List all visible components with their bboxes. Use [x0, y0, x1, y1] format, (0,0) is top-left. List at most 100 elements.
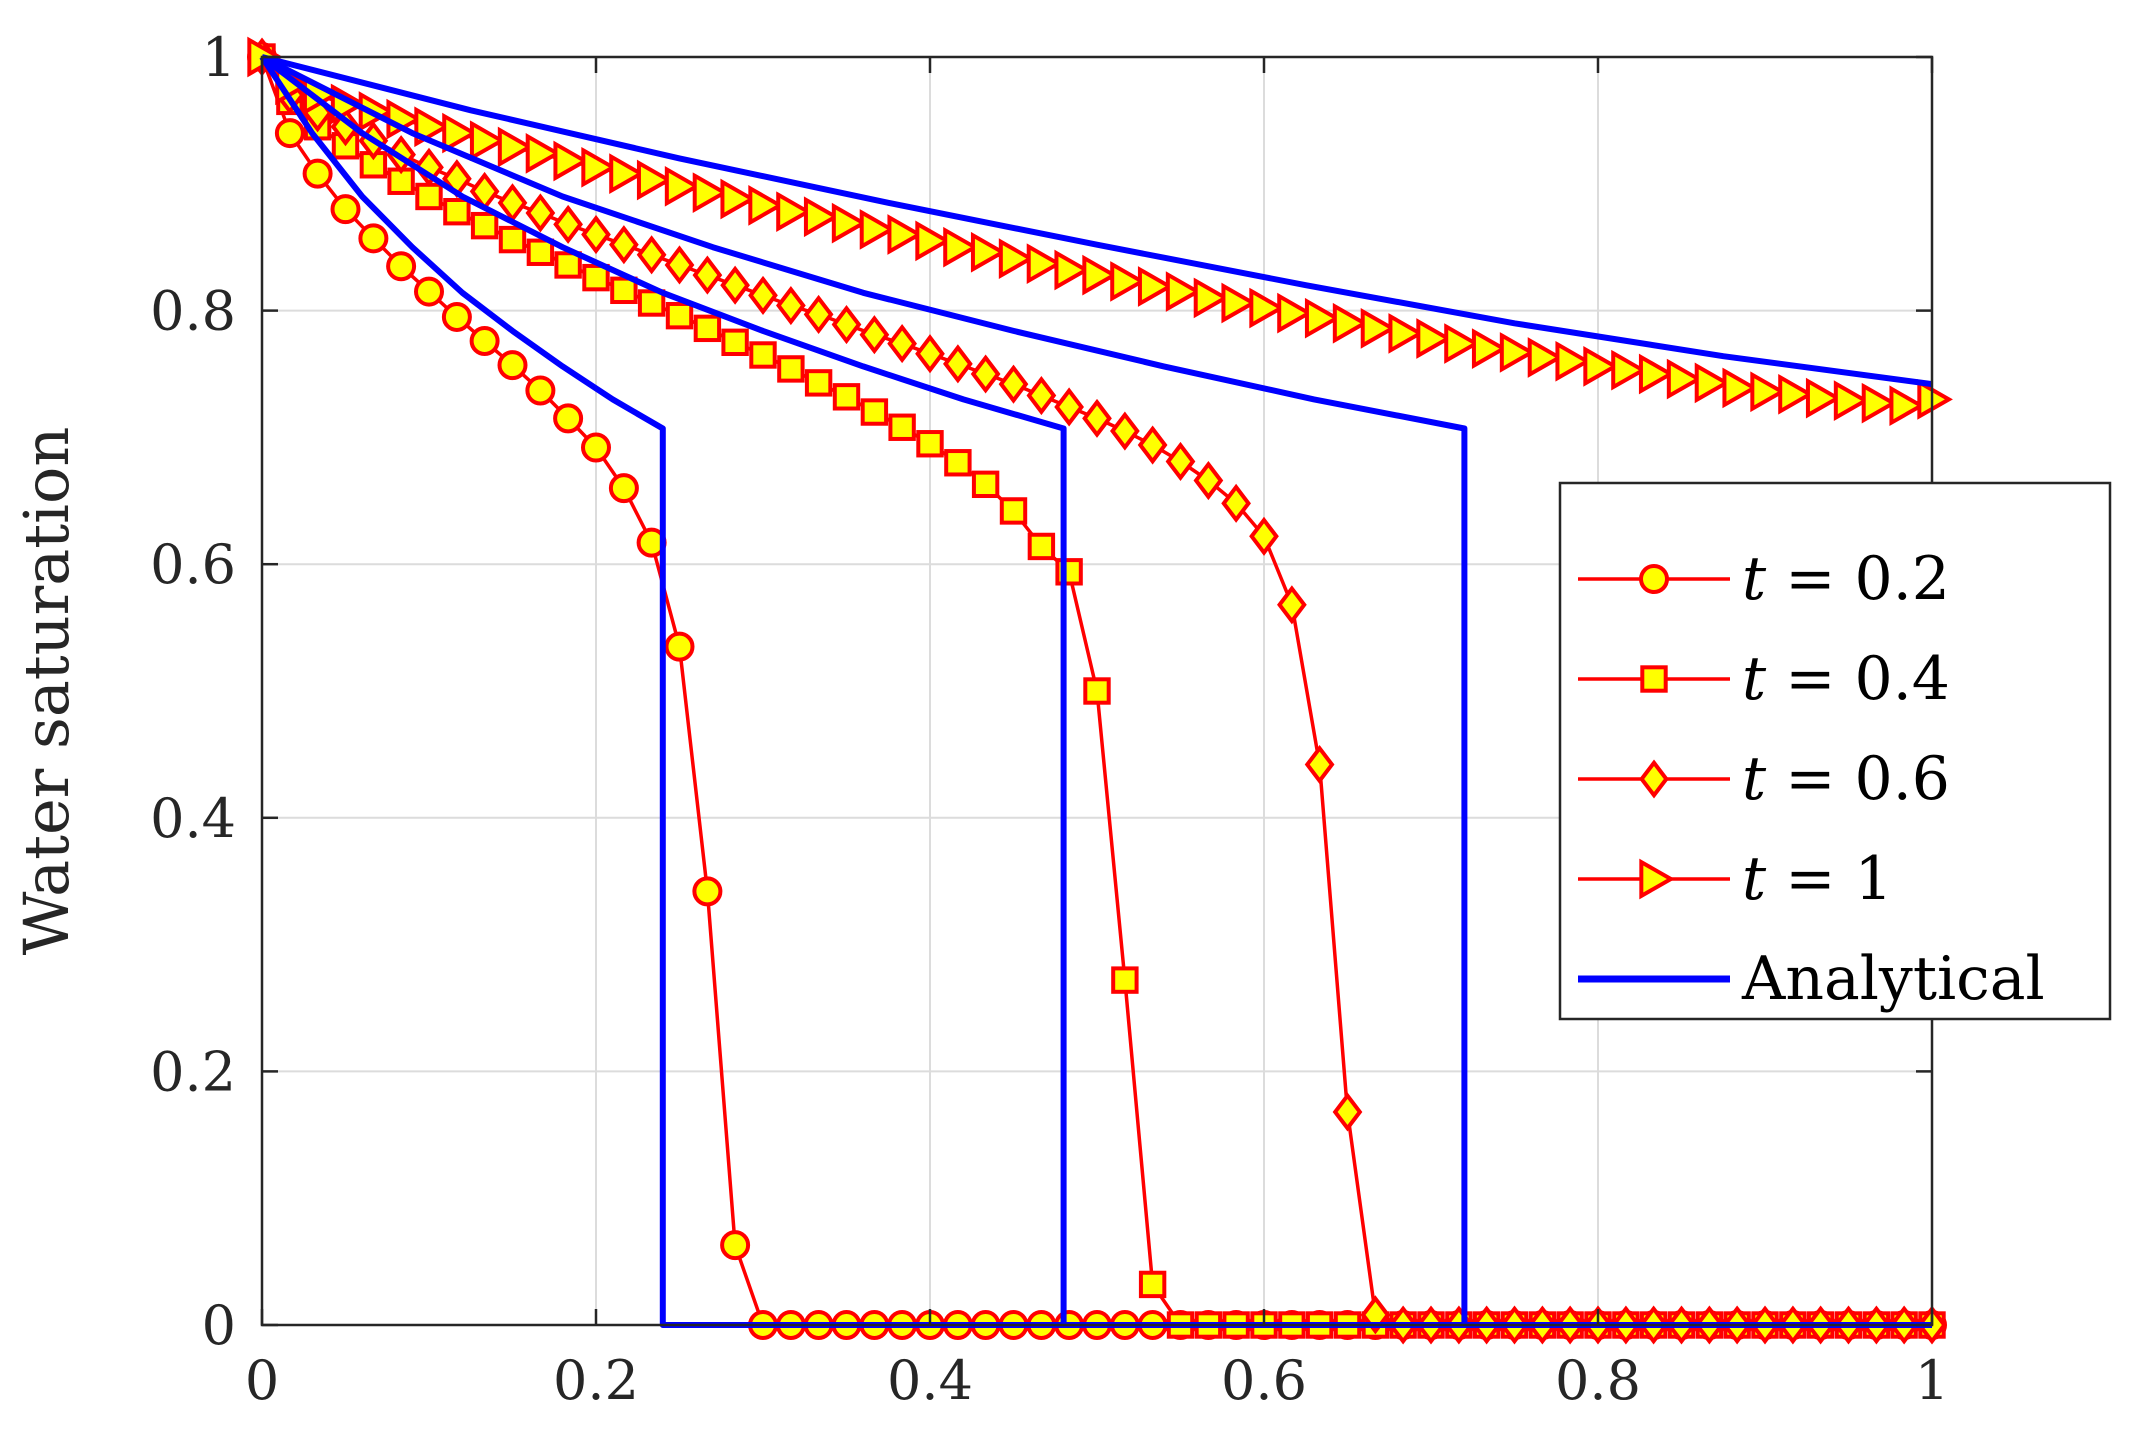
square-marker — [1640, 665, 1668, 693]
square-marker — [860, 398, 889, 426]
diamond-marker — [1304, 744, 1335, 785]
legend-label: t = 1 — [1742, 844, 1893, 914]
triangle-marker — [692, 172, 729, 214]
triangle-marker — [1861, 382, 1898, 424]
square-marker — [637, 289, 666, 317]
y-tick-label: 0.4 — [150, 787, 236, 850]
y-axis-title: Water saturation — [10, 427, 83, 955]
diamond-marker — [664, 245, 695, 285]
analytical-line — [261, 54, 1933, 388]
circle-marker — [553, 403, 584, 434]
x-tick-label: 0 — [245, 1349, 279, 1412]
triangle-marker — [1527, 337, 1564, 378]
diamond-marker — [1110, 411, 1140, 451]
triangle-marker — [1388, 313, 1425, 354]
triangle-marker — [581, 146, 617, 188]
triangle-marker — [1137, 266, 1174, 307]
triangle-marker — [1416, 318, 1452, 359]
legend-entry: t = 0.6 — [1578, 744, 1950, 814]
diamond-marker — [915, 334, 945, 374]
legend-value: = 1 — [1766, 844, 1893, 914]
triangle-marker — [1778, 373, 1814, 415]
circle-marker — [274, 118, 305, 149]
diamond-marker — [1639, 759, 1669, 799]
diamond-marker — [1137, 425, 1168, 465]
circle-marker — [664, 631, 695, 662]
circle-marker — [608, 473, 639, 504]
legend-variable: t — [1742, 844, 1767, 914]
diamond-marker — [859, 315, 890, 355]
triangle-marker — [831, 202, 868, 244]
analytical-line — [260, 54, 1932, 1328]
diamond-marker — [525, 193, 556, 233]
triangle-marker — [1638, 353, 1675, 395]
square-marker — [749, 341, 777, 369]
legend: t = 0.2 t = 0.4 t = 0.6 t = 1 Analytical — [1558, 481, 2112, 1021]
legend-label: Analytical — [1741, 944, 2045, 1014]
triangle-marker — [720, 178, 757, 220]
triangle-marker — [859, 209, 896, 250]
square-marker — [888, 413, 916, 441]
triangle-marker — [887, 214, 924, 255]
square-marker — [415, 182, 443, 211]
triangle-marker — [525, 133, 562, 174]
triangle-marker — [664, 165, 701, 207]
triangle-marker — [1249, 287, 1285, 329]
diamond-marker — [1249, 516, 1279, 556]
analytical-line — [259, 55, 1932, 1328]
legend-label: t = 0.4 — [1742, 644, 1950, 714]
diamond-marker — [970, 354, 1001, 394]
circle-marker — [330, 194, 361, 225]
diamond-marker — [1026, 376, 1057, 416]
x-tick-label: 0.4 — [887, 1349, 973, 1412]
square-marker — [470, 211, 499, 240]
square-marker — [554, 251, 582, 279]
triangle-marker — [915, 220, 951, 262]
diamond-marker — [943, 344, 973, 384]
triangle-marker — [803, 196, 840, 238]
triangle-marker — [1054, 249, 1091, 291]
diamond-marker — [581, 214, 611, 255]
series-5 — [260, 54, 1932, 1328]
square-marker — [1138, 1270, 1167, 1299]
series-2 — [247, 37, 1947, 1345]
y-tick-label: 0.8 — [150, 280, 236, 343]
square-marker — [526, 238, 555, 266]
square-marker — [1083, 677, 1111, 705]
triangle-marker — [1277, 292, 1313, 334]
triangle-marker — [998, 238, 1035, 279]
diamond-marker — [803, 294, 834, 334]
legend-value: = 0.4 — [1766, 644, 1950, 714]
square-marker — [777, 355, 805, 383]
triangle-marker — [1360, 308, 1397, 349]
square-marker — [804, 369, 833, 397]
diamond-marker — [1165, 441, 1196, 482]
diamond-marker — [1332, 1092, 1363, 1132]
triangle-marker — [943, 226, 979, 268]
legend-entry: t = 0.4 — [1578, 644, 1950, 714]
circle-marker — [302, 158, 333, 189]
triangle-marker — [1193, 277, 1230, 319]
legend-label: t = 0.2 — [1742, 544, 1950, 614]
triangle-marker — [1165, 271, 1202, 312]
circle-marker — [414, 276, 444, 307]
circle-marker — [358, 223, 389, 254]
legend-value: = 0.2 — [1766, 544, 1950, 614]
diamond-marker — [720, 265, 750, 305]
triangle-marker — [776, 191, 812, 233]
diamond-marker — [1277, 585, 1307, 625]
circle-marker — [692, 876, 723, 907]
y-tick-label: 0 — [202, 1294, 236, 1357]
x-tick-label: 0.2 — [553, 1349, 639, 1412]
square-marker — [944, 449, 972, 477]
triangle-marker — [497, 126, 534, 168]
triangle-marker — [1332, 302, 1369, 344]
series-6 — [260, 54, 1932, 1328]
square-marker — [999, 497, 1028, 525]
analytical-line — [260, 54, 1932, 1328]
triangle-marker — [1444, 323, 1480, 364]
circle-marker — [581, 432, 611, 463]
diamond-marker — [748, 275, 778, 315]
diamond-marker — [553, 204, 583, 244]
